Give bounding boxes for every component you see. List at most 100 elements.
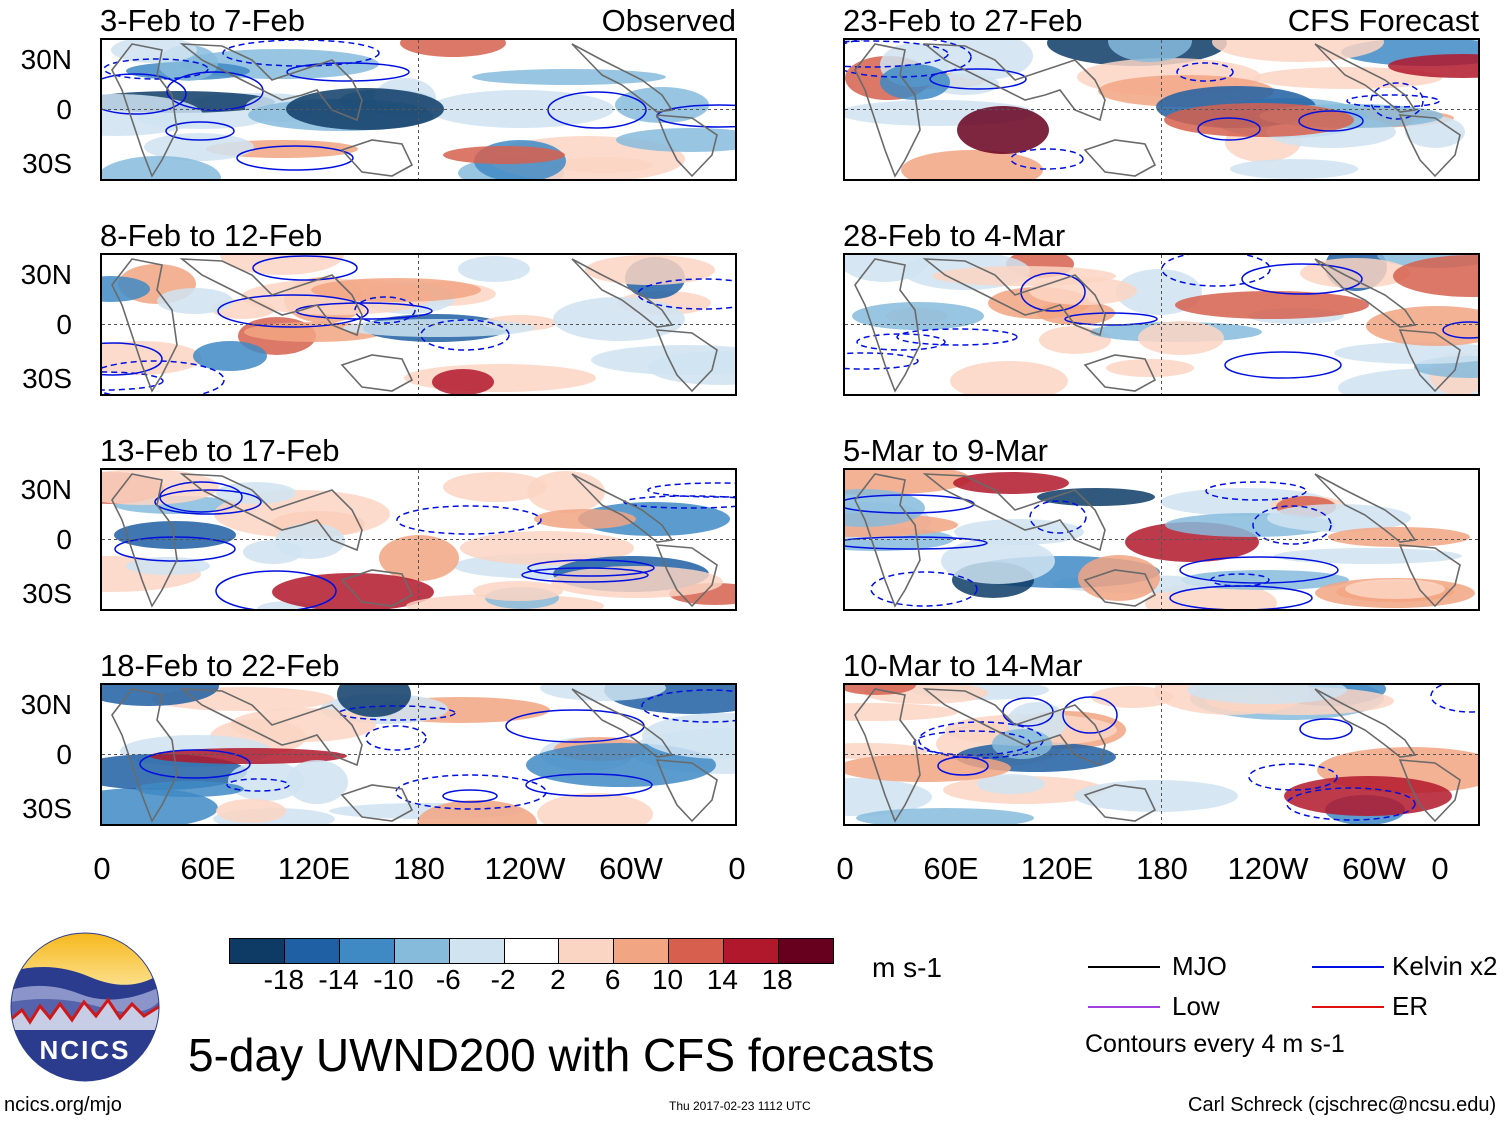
anomaly-shading [1366, 306, 1478, 346]
coastline [655, 544, 718, 608]
anomaly-shading [950, 361, 1068, 394]
coastline [854, 258, 921, 393]
map-graphics [845, 40, 1478, 179]
kelvin-contour [102, 371, 164, 391]
coastline [922, 43, 1106, 122]
kelvin-contour [396, 505, 542, 535]
kelvin-contour [1248, 763, 1338, 791]
coastline [854, 473, 921, 608]
kelvin-contour [1370, 82, 1424, 120]
colorbar-tick-label: 10 [651, 964, 684, 995]
map-plot [843, 683, 1480, 826]
anomaly-shading [1345, 579, 1445, 599]
map-plot [100, 253, 737, 396]
panel-title: 23-Feb to 27-Feb [843, 3, 1083, 38]
coastline [1314, 688, 1417, 758]
coastline [340, 139, 414, 177]
lat-label: 0 [56, 739, 72, 770]
coastline [1083, 354, 1157, 392]
colorbar-swatch [284, 939, 340, 963]
anomaly-shading [472, 69, 666, 85]
low-line-swatch [1088, 1006, 1160, 1008]
kelvin-contour [226, 778, 290, 792]
kelvin-contour [1299, 718, 1353, 740]
anomaly-shading [473, 581, 563, 601]
coastline [571, 258, 674, 328]
coastline [922, 688, 1106, 767]
kelvin-contour [527, 559, 655, 577]
anomaly-shading [193, 341, 267, 371]
kelvin-contour [937, 756, 989, 776]
legend-label: MJO [1172, 951, 1227, 981]
map-plot [100, 683, 737, 826]
map-plot [843, 253, 1480, 396]
coastline [340, 784, 414, 822]
coastline [922, 258, 1106, 337]
lat-label: 30N [20, 474, 72, 505]
colorbar-swatch [779, 939, 833, 963]
kelvin-contour [647, 482, 735, 498]
map-plot [100, 468, 737, 611]
lat-label: 30N [20, 689, 72, 720]
map-graphics [102, 685, 735, 824]
legend-label: Kelvin x2 [1392, 951, 1498, 981]
anomaly-shading [845, 778, 932, 816]
kelvin-contour [338, 705, 456, 721]
kelvin-contour [420, 319, 510, 351]
anomaly-shading [1284, 776, 1452, 816]
anomaly-shading [1328, 527, 1470, 547]
kelvin-contour [354, 296, 416, 324]
coastline [571, 688, 674, 758]
anomaly-shading [977, 774, 1045, 794]
colorbar-tick-label: 14 [706, 964, 738, 995]
anomaly-shading [400, 40, 506, 57]
coastline [1314, 43, 1417, 113]
anomaly-shading [852, 302, 984, 330]
lon-label: 60E [180, 851, 236, 886]
kelvin-contour [102, 342, 163, 376]
anomaly-shading [1108, 40, 1192, 62]
lat-label: 30S [22, 793, 72, 824]
anomaly-shading [1388, 54, 1478, 78]
coastline [655, 329, 718, 393]
kelvin-contour [286, 62, 410, 82]
panel-title: 13-Feb to 17-Feb [100, 433, 340, 468]
colorbar-swatch [669, 939, 725, 963]
er-line-swatch [1312, 1006, 1384, 1008]
lat-label: 0 [56, 309, 72, 340]
coastline [854, 688, 921, 823]
kelvin-contour [1169, 585, 1313, 609]
anomaly-shading [1074, 780, 1238, 812]
kelvin-contour [845, 536, 988, 550]
anomaly-shading [243, 540, 303, 564]
kelvin-contour [1197, 117, 1261, 141]
colorbar-swatch [504, 939, 560, 963]
colorbar-tick-label: 2 [550, 964, 566, 995]
anomaly-shading [540, 685, 666, 701]
anomaly-shading [428, 90, 614, 128]
footer-author: Carl Schreck (cjschrec@ncsu.edu) [1188, 1094, 1497, 1116]
kelvin-contour [1286, 787, 1416, 821]
lon-label: 60W [1342, 851, 1406, 886]
coastline [1398, 329, 1461, 393]
mjo-line-swatch [1088, 966, 1160, 968]
contours-note: Contours every 4 m s-1 [1085, 1030, 1345, 1058]
lon-label: 60E [923, 851, 979, 886]
kelvin-contour [1298, 110, 1364, 132]
kelvin-contour [1010, 148, 1084, 170]
coastline [1314, 258, 1417, 328]
kelvin-line-swatch [1312, 966, 1384, 968]
map-graphics [102, 255, 735, 394]
coastline [571, 473, 674, 543]
legend-label: ER [1392, 991, 1429, 1021]
footer-url[interactable]: ncics.org/mjo [4, 1094, 122, 1116]
lon-label: 120E [277, 851, 351, 886]
kelvin-contour [1029, 500, 1087, 534]
lat-label: 30S [22, 363, 72, 394]
kelvin-contour [154, 489, 262, 515]
kelvin-contour [929, 68, 1027, 90]
kelvin-contour [1179, 556, 1339, 584]
kelvin-contour [1020, 272, 1086, 312]
anomaly-shading [136, 781, 244, 797]
logo-image [10, 932, 160, 1082]
